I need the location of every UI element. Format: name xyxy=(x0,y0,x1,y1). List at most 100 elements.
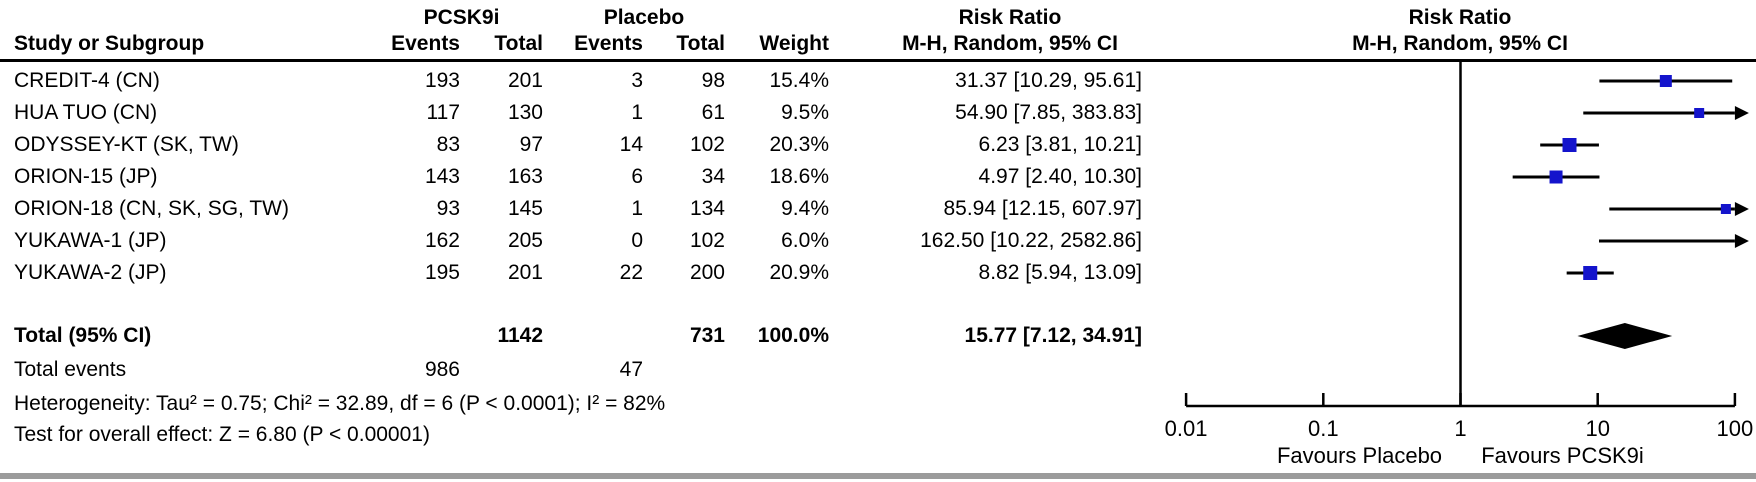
events1-value: 195 xyxy=(424,261,460,284)
total1-value: 201 xyxy=(507,69,543,92)
table-row-huatuo: HUA TUO (CN) 117 130 1 61 9.5% 54.90 [7.… xyxy=(0,100,1756,126)
events2-value: 0 xyxy=(631,229,643,252)
col-header-total2: Total xyxy=(676,32,725,55)
plot-header-sub: M-H, Random, 95% CI xyxy=(1352,32,1568,55)
ci-value: 4.97 [2.40, 10.30] xyxy=(978,165,1142,188)
study-label: ORION-18 (CN, SK, SG, TW) xyxy=(14,197,289,220)
study-label: YUKAWA-1 (JP) xyxy=(14,229,167,252)
axis-tick-label: 0.01 xyxy=(1165,416,1208,441)
weight-value: 20.3% xyxy=(769,133,829,156)
total-events-row: Total events 986 47 xyxy=(0,357,1756,383)
ci-value: 85.94 [12.15, 607.97] xyxy=(943,197,1142,220)
total2-value: 102 xyxy=(689,133,725,156)
table-row-orion15: ORION-15 (JP) 143 163 6 34 18.6% 4.97 [2… xyxy=(0,164,1756,190)
weight-value: 15.4% xyxy=(769,69,829,92)
weight-value: 6.0% xyxy=(781,229,829,252)
total-label: Total (95% CI) xyxy=(14,324,152,347)
total2-value: 98 xyxy=(701,69,725,92)
total-row: Total (95% CI) 1142 731 100.0% 15.77 [7.… xyxy=(0,323,1756,349)
header-column-row: Study or Subgroup Events Total Events To… xyxy=(0,31,1756,57)
header-divider xyxy=(0,59,1756,62)
axis-tick-label: 1 xyxy=(1454,416,1466,441)
header-group-row: PCSK9i Placebo Risk Ratio Risk Ratio xyxy=(0,5,1756,31)
total2-value: 61 xyxy=(701,101,725,124)
table-row-yukawa2: YUKAWA-2 (JP) 195 201 22 200 20.9% 8.82 … xyxy=(0,260,1756,286)
total1-value: 145 xyxy=(507,197,543,220)
figure-bottom-border xyxy=(0,473,1756,479)
study-label: HUA TUO (CN) xyxy=(14,101,158,124)
effect-square-marker xyxy=(1659,75,1672,87)
favours-right-label: Favours PCSK9i xyxy=(1481,443,1644,468)
table-row-orion18: ORION-18 (CN, SK, SG, TW) 93 145 1 134 9… xyxy=(0,196,1756,222)
effect-header-title: Risk Ratio xyxy=(958,6,1062,29)
col-header-study: Study or Subgroup xyxy=(14,32,205,55)
events2-value: 1 xyxy=(631,101,643,124)
events1-value: 193 xyxy=(424,69,460,92)
group2-header: Placebo xyxy=(603,6,685,29)
study-label: CREDIT-4 (CN) xyxy=(14,69,160,92)
effect-square-marker xyxy=(1583,266,1598,280)
table-row-credit4: CREDIT-4 (CN) 193 201 3 98 15.4% 31.37 [… xyxy=(0,68,1756,94)
ci-overflow-arrow xyxy=(1734,202,1749,216)
pooled-effect-diamond xyxy=(1577,323,1673,349)
ci-value: 162.50 [10.22, 2582.86] xyxy=(920,229,1142,252)
total-events-label: Total events xyxy=(14,358,127,381)
ci-overflow-arrow xyxy=(1734,234,1749,248)
plot-header-title: Risk Ratio xyxy=(1408,6,1512,29)
ci-overflow-arrow xyxy=(1734,106,1749,120)
total1-value: 97 xyxy=(519,133,543,156)
total-events1: 986 xyxy=(424,358,460,381)
weight-value: 18.6% xyxy=(769,165,829,188)
effect-square-marker xyxy=(1694,108,1705,118)
heterogeneity-text: Heterogeneity: Tau² = 0.75; Chi² = 32.89… xyxy=(14,392,666,415)
study-label: ORION-15 (JP) xyxy=(14,165,158,188)
total2-value: 134 xyxy=(689,197,725,220)
events1-value: 83 xyxy=(436,133,460,156)
axis-tick-label: 100 xyxy=(1717,416,1754,441)
events2-value: 1 xyxy=(631,197,643,220)
col-header-events2: Events xyxy=(574,32,643,55)
total1-value: 205 xyxy=(507,229,543,252)
weight-value: 9.5% xyxy=(781,101,829,124)
weight-value: 20.9% xyxy=(769,261,829,284)
total-ci-value: 15.77 [7.12, 34.91] xyxy=(964,324,1142,347)
favours-left-label: Favours Placebo xyxy=(1277,443,1442,468)
events1-value: 162 xyxy=(424,229,460,252)
weight-value: 9.4% xyxy=(781,197,829,220)
effect-square-marker xyxy=(1549,170,1563,184)
total2-value: 200 xyxy=(689,261,725,284)
events1-value: 93 xyxy=(436,197,460,220)
ci-value: 8.82 [5.94, 13.09] xyxy=(978,261,1142,284)
total2-sum: 731 xyxy=(689,324,725,347)
table-row-yukawa1: YUKAWA-1 (JP) 162 205 0 102 6.0% 162.50 … xyxy=(0,228,1756,254)
ci-value: 54.90 [7.85, 383.83] xyxy=(955,101,1142,124)
events1-value: 143 xyxy=(424,165,460,188)
col-header-events1: Events xyxy=(391,32,460,55)
total1-value: 163 xyxy=(507,165,543,188)
axis-tick-label: 10 xyxy=(1585,416,1609,441)
effect-square-marker xyxy=(1562,138,1577,152)
total2-value: 34 xyxy=(701,165,725,188)
ci-value: 6.23 [3.81, 10.21] xyxy=(978,133,1142,156)
total1-value: 130 xyxy=(507,101,543,124)
total2-value: 102 xyxy=(689,229,725,252)
events2-value: 22 xyxy=(619,261,643,284)
total-events2: 47 xyxy=(619,358,643,381)
events1-value: 117 xyxy=(426,101,460,124)
ci-value: 31.37 [10.29, 95.61] xyxy=(955,69,1142,92)
col-header-total1: Total xyxy=(494,32,543,55)
axis-tick-label: 0.1 xyxy=(1308,416,1339,441)
total1-value: 201 xyxy=(507,261,543,284)
table-row-odyssey-kt: ODYSSEY-KT (SK, TW) 83 97 14 102 20.3% 6… xyxy=(0,132,1756,158)
events2-value: 14 xyxy=(619,133,643,156)
study-label: YUKAWA-2 (JP) xyxy=(14,261,167,284)
events2-value: 6 xyxy=(631,165,643,188)
effect-header-sub: M-H, Random, 95% CI xyxy=(902,32,1118,55)
col-header-weight: Weight xyxy=(759,32,829,55)
total1-sum: 1142 xyxy=(497,324,543,347)
total-weight: 100.0% xyxy=(757,324,829,347)
events2-value: 3 xyxy=(631,69,643,92)
overall-effect-text: Test for overall effect: Z = 6.80 (P < 0… xyxy=(14,423,430,446)
